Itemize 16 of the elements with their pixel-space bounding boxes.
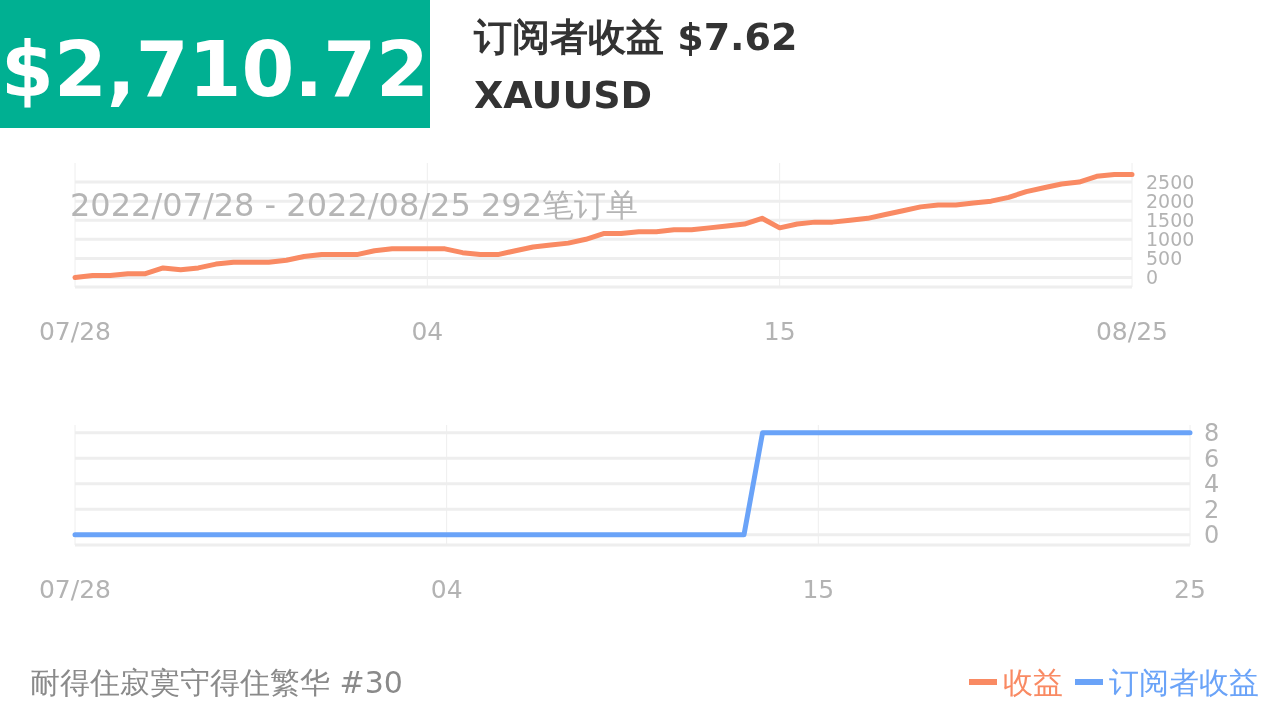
annotation: 2022/07/28 - 2022/08/25 292笔订单 bbox=[70, 186, 639, 224]
x-tick-label: 15 bbox=[763, 317, 796, 346]
text: 订阅者收益 $7.62 bbox=[473, 15, 798, 59]
x-tick-label: 07/28 bbox=[38, 575, 112, 604]
x-tick-label: 07/28 bbox=[38, 317, 112, 346]
x-tick-label: 15 bbox=[802, 575, 835, 604]
x-tick-label: 25 bbox=[1174, 575, 1206, 604]
text: $2,710.72 bbox=[1, 25, 429, 114]
legend-label: 收益 bbox=[1003, 665, 1063, 700]
x-tick-label: 08/25 bbox=[1095, 317, 1169, 346]
text: 耐得住寂寞守得住繁华 #30 bbox=[30, 665, 403, 700]
x-tick-label: 04 bbox=[411, 317, 444, 346]
x-tick-label: 04 bbox=[430, 575, 463, 604]
legend-label: 订阅者收益 bbox=[1109, 665, 1259, 700]
y-tick-label: 0 bbox=[1204, 521, 1220, 550]
text: XAUUSD bbox=[474, 73, 653, 117]
